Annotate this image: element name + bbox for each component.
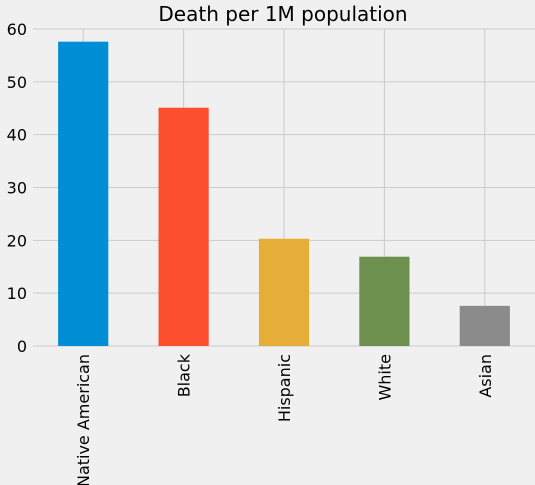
y-tick-label: 40 [7, 126, 27, 145]
bar-hispanic [258, 238, 310, 346]
bar-asian [459, 305, 510, 346]
bar-white [359, 256, 410, 346]
y-tick-label: 60 [7, 20, 27, 39]
y-tick-label: 50 [7, 73, 27, 92]
bar-layer [58, 41, 510, 347]
y-tick-label: 10 [7, 284, 27, 303]
x-tick-label: White [375, 354, 394, 401]
bar-black [158, 107, 209, 346]
grid-layer [33, 28, 535, 347]
y-axis-ticks: 0 10 20 30 40 50 60 [7, 20, 27, 356]
x-axis-ticks: Native American Black Hispanic White Asian [74, 353, 495, 485]
y-tick-label: 0 [17, 337, 27, 356]
bar-native-american [58, 41, 109, 347]
x-tick-label: Asian [476, 354, 495, 398]
x-tick-label: Black [175, 353, 194, 397]
x-tick-label: Native American [74, 354, 93, 485]
y-tick-label: 30 [7, 179, 27, 198]
x-tick-label: Hispanic [275, 354, 294, 422]
y-tick-label: 20 [7, 231, 27, 250]
chart-title: Death per 1M population [158, 2, 407, 26]
